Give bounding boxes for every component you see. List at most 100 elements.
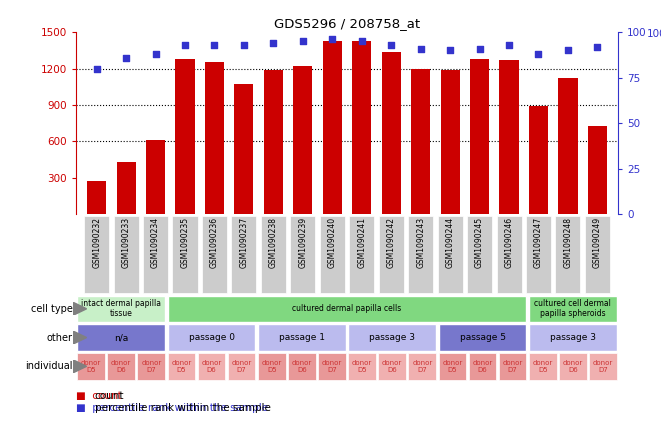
FancyBboxPatch shape	[77, 324, 165, 351]
Text: donor
D7: donor D7	[593, 360, 613, 373]
Text: donor
D6: donor D6	[202, 360, 221, 373]
Text: donor
D5: donor D5	[171, 360, 192, 373]
Text: donor
D6: donor D6	[111, 360, 132, 373]
FancyBboxPatch shape	[288, 353, 316, 379]
FancyBboxPatch shape	[202, 216, 227, 293]
Text: passage 3: passage 3	[550, 333, 596, 342]
FancyBboxPatch shape	[589, 353, 617, 379]
Bar	[470, 59, 489, 214]
Bar	[440, 70, 459, 214]
Point	[445, 47, 455, 54]
FancyBboxPatch shape	[84, 216, 109, 293]
Bar	[264, 70, 283, 214]
Bar	[293, 66, 313, 214]
FancyBboxPatch shape	[378, 353, 406, 379]
FancyBboxPatch shape	[258, 353, 286, 379]
Text: cultured dermal papilla cells: cultured dermal papilla cells	[292, 304, 402, 313]
Text: GSM1090238: GSM1090238	[269, 217, 278, 268]
Bar	[205, 63, 224, 214]
Point	[121, 54, 132, 61]
Text: intact dermal papilla
tissue: intact dermal papilla tissue	[81, 299, 161, 319]
Text: count: count	[95, 390, 124, 401]
Point	[386, 41, 397, 48]
Text: GSM1090234: GSM1090234	[151, 217, 160, 268]
Text: GSM1090247: GSM1090247	[534, 217, 543, 268]
FancyBboxPatch shape	[349, 216, 374, 293]
Text: GSM1090233: GSM1090233	[122, 217, 131, 268]
FancyBboxPatch shape	[137, 353, 165, 379]
Text: donor
D7: donor D7	[502, 360, 523, 373]
FancyBboxPatch shape	[318, 353, 346, 379]
Text: donor
D5: donor D5	[81, 360, 101, 373]
FancyBboxPatch shape	[526, 216, 551, 293]
Text: GSM1090241: GSM1090241	[357, 217, 366, 268]
Text: donor
D6: donor D6	[382, 360, 403, 373]
Bar	[381, 52, 401, 214]
Text: GSM1090232: GSM1090232	[92, 217, 101, 268]
Point	[268, 40, 279, 47]
Point	[356, 38, 367, 45]
Text: GSM1090246: GSM1090246	[504, 217, 514, 268]
Title: GDS5296 / 208758_at: GDS5296 / 208758_at	[274, 16, 420, 30]
FancyBboxPatch shape	[228, 353, 256, 379]
Bar	[235, 84, 254, 214]
Text: donor
D6: donor D6	[292, 360, 312, 373]
Text: passage 3: passage 3	[369, 333, 415, 342]
FancyBboxPatch shape	[467, 216, 492, 293]
Text: passage 0: passage 0	[188, 333, 235, 342]
Bar	[352, 41, 371, 214]
Text: GSM1090235: GSM1090235	[180, 217, 190, 268]
FancyBboxPatch shape	[77, 296, 165, 322]
Text: cultured cell dermal
papilla spheroids: cultured cell dermal papilla spheroids	[535, 299, 611, 319]
Point	[415, 45, 426, 52]
Point	[209, 41, 219, 48]
FancyBboxPatch shape	[258, 324, 346, 351]
Text: GSM1090239: GSM1090239	[298, 217, 307, 268]
FancyBboxPatch shape	[173, 216, 198, 293]
Text: GSM1090248: GSM1090248	[563, 217, 572, 268]
FancyBboxPatch shape	[408, 216, 433, 293]
Bar	[411, 69, 430, 214]
FancyBboxPatch shape	[438, 216, 463, 293]
Text: GSM1090245: GSM1090245	[475, 217, 484, 268]
Bar	[559, 78, 578, 214]
Point	[475, 45, 485, 52]
Text: percentile rank within the sample: percentile rank within the sample	[95, 403, 270, 413]
Text: ■  count: ■ count	[76, 390, 122, 401]
FancyBboxPatch shape	[167, 353, 195, 379]
Text: donor
D7: donor D7	[322, 360, 342, 373]
Text: donor
D5: donor D5	[442, 360, 463, 373]
Bar	[116, 162, 136, 214]
FancyBboxPatch shape	[167, 296, 527, 322]
Point	[297, 38, 308, 45]
FancyBboxPatch shape	[320, 216, 345, 293]
Text: donor
D7: donor D7	[412, 360, 432, 373]
FancyBboxPatch shape	[114, 216, 139, 293]
Point	[180, 41, 190, 48]
Text: ■  percentile rank within the sample: ■ percentile rank within the sample	[76, 403, 268, 413]
Text: individual: individual	[25, 361, 73, 371]
Point	[592, 43, 603, 50]
FancyBboxPatch shape	[529, 296, 617, 322]
FancyBboxPatch shape	[107, 353, 135, 379]
Text: donor
D7: donor D7	[231, 360, 252, 373]
FancyBboxPatch shape	[348, 324, 436, 351]
FancyBboxPatch shape	[585, 216, 610, 293]
Bar	[146, 140, 165, 214]
Point	[563, 47, 573, 54]
FancyBboxPatch shape	[143, 216, 168, 293]
FancyBboxPatch shape	[499, 353, 527, 379]
Bar	[87, 181, 106, 214]
FancyBboxPatch shape	[348, 353, 376, 379]
Y-axis label: 100%: 100%	[646, 28, 661, 38]
Text: passage 1: passage 1	[279, 333, 325, 342]
Text: passage 5: passage 5	[459, 333, 506, 342]
FancyBboxPatch shape	[231, 216, 256, 293]
Text: other: other	[47, 332, 73, 343]
Text: GSM1090237: GSM1090237	[239, 217, 249, 268]
Point	[504, 41, 514, 48]
Text: donor
D6: donor D6	[563, 360, 583, 373]
Text: donor
D5: donor D5	[262, 360, 282, 373]
Point	[327, 36, 338, 43]
Point	[91, 65, 102, 72]
